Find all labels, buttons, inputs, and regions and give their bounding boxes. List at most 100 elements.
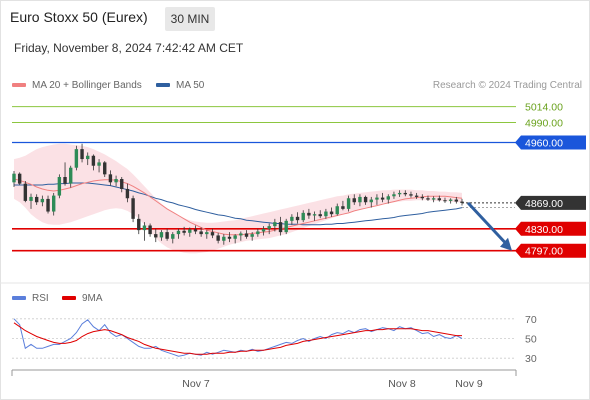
candle-body	[205, 232, 209, 235]
candle	[182, 226, 186, 236]
candle	[80, 143, 84, 163]
candle-body	[216, 235, 220, 241]
candle-body	[341, 206, 345, 209]
candle	[290, 214, 294, 225]
candle-body	[363, 196, 368, 203]
candle	[12, 171, 16, 187]
candle	[57, 174, 62, 199]
candle-body	[69, 167, 73, 184]
candle-body	[324, 211, 328, 217]
rsi-tick-30: 30	[525, 353, 537, 365]
candle	[312, 211, 317, 221]
candle-body	[261, 228, 266, 232]
legend-rsi-label: RSI	[32, 293, 49, 304]
candle	[205, 230, 209, 239]
candle-body	[239, 233, 243, 236]
candle-body	[409, 194, 413, 196]
bollinger-band	[14, 143, 462, 254]
level-label-4830.00: 4830.00	[525, 224, 563, 236]
candle-body	[335, 206, 339, 215]
candle	[409, 191, 413, 198]
candle-body	[34, 196, 39, 203]
legend-9ma-label: 9MA	[82, 293, 103, 304]
candle	[443, 197, 447, 203]
timeframe-button[interactable]: 30 MIN	[165, 7, 215, 31]
candle-body	[358, 196, 362, 203]
candle	[142, 222, 147, 241]
copyright-text: Research © 2024 Trading Central	[432, 80, 582, 91]
candle	[74, 145, 79, 171]
candle	[295, 212, 300, 224]
candle	[159, 230, 164, 241]
candle	[193, 225, 198, 235]
candle	[454, 196, 459, 204]
candle-body	[443, 200, 447, 202]
candle	[227, 232, 232, 243]
rsi-tick-70: 70	[525, 314, 537, 326]
candle-body	[23, 183, 28, 201]
candle	[154, 228, 158, 243]
candle	[380, 192, 385, 203]
candle-body	[210, 232, 215, 236]
candle-body	[108, 174, 113, 183]
candle-body	[386, 196, 390, 200]
candle-body	[182, 230, 186, 233]
candle	[40, 195, 45, 207]
candle	[165, 228, 169, 241]
candle	[426, 195, 430, 201]
candle	[171, 232, 175, 244]
candle-body	[403, 192, 407, 195]
candle-body	[29, 196, 33, 201]
candle-body	[199, 231, 203, 235]
candle-body	[307, 212, 311, 216]
candle	[352, 194, 356, 205]
candle	[386, 194, 390, 204]
legend-9ma: 9MA	[62, 293, 103, 304]
candle-body	[290, 216, 294, 221]
candle	[114, 175, 118, 187]
candle	[414, 192, 419, 199]
candle	[403, 190, 407, 197]
candle-body	[448, 199, 453, 201]
candle-body	[250, 234, 254, 237]
level-badge-4797.00	[515, 243, 586, 258]
candle	[103, 161, 107, 178]
level-label-4797.00: 4797.00	[525, 246, 563, 258]
candle-body	[176, 230, 181, 235]
candle-body	[193, 229, 198, 232]
candle	[131, 195, 135, 223]
candle-body	[437, 198, 442, 201]
candle-body	[454, 199, 459, 202]
candle	[244, 230, 249, 239]
legend-ma20-label: MA 20 + Bollinger Bands	[32, 80, 142, 91]
candle	[397, 190, 402, 197]
candle	[448, 198, 453, 204]
candle-body	[114, 179, 118, 183]
candle	[176, 228, 181, 239]
candle-body	[420, 196, 425, 199]
candle	[210, 228, 215, 239]
candle-body	[267, 226, 271, 229]
candle-body	[312, 214, 317, 216]
candle	[51, 192, 56, 216]
candle	[341, 200, 345, 211]
candle	[46, 195, 50, 214]
rsi-tick-50: 50	[525, 334, 537, 346]
candle	[137, 214, 141, 235]
candle-body	[97, 162, 101, 166]
candle-body	[256, 231, 260, 235]
candle	[358, 194, 362, 207]
candle	[307, 208, 311, 219]
candle-body	[80, 149, 84, 160]
candle	[108, 170, 113, 186]
legend-ma50-label: MA 50	[176, 80, 205, 91]
candle-body	[63, 177, 67, 184]
candle-body	[318, 214, 322, 217]
candle-body	[188, 229, 192, 233]
candle-body	[222, 236, 226, 241]
candle	[278, 216, 283, 236]
candle	[23, 180, 28, 203]
rsi-series-9MA	[13, 322, 462, 355]
forecast-arrow-shaft	[466, 201, 510, 247]
